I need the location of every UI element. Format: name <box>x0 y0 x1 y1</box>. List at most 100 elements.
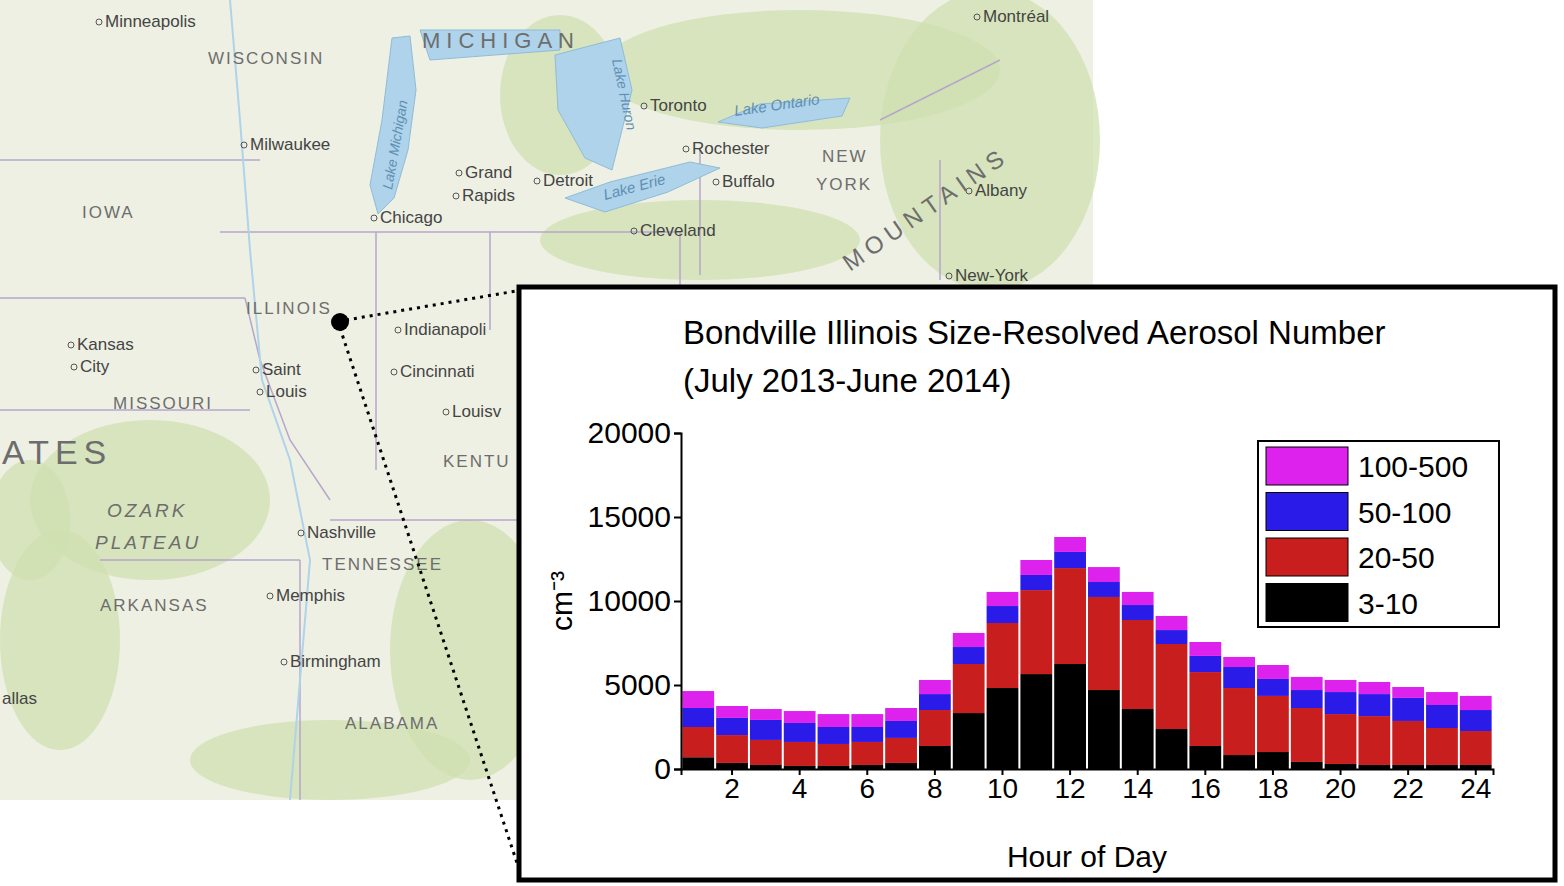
bar <box>851 714 883 727</box>
map-city-marker <box>68 342 74 348</box>
map-border <box>376 232 490 330</box>
bar <box>716 735 748 763</box>
bar <box>1054 664 1086 769</box>
legend-frame <box>1258 441 1499 627</box>
bar <box>1291 690 1323 708</box>
map-city-marker <box>395 327 401 333</box>
bar <box>1189 642 1221 656</box>
inset-frame <box>519 287 1555 880</box>
map-city-marker <box>453 193 459 199</box>
bar <box>1223 688 1255 755</box>
bar <box>1460 765 1492 769</box>
bar <box>987 623 1019 688</box>
legend-label: 100-500 <box>1358 450 1468 483</box>
y-tick: 5000 <box>604 668 681 701</box>
map-label: KENTU <box>443 452 511 471</box>
map-label: WISCONSIN <box>208 49 324 68</box>
bar <box>851 765 883 769</box>
y-tick: 15000 <box>588 500 681 533</box>
site-marker <box>331 313 349 331</box>
bar <box>953 633 985 647</box>
y-tick-mark <box>674 601 681 603</box>
bar <box>1223 667 1255 688</box>
bar <box>750 765 782 769</box>
bar <box>885 763 917 769</box>
map-city-marker <box>713 179 719 185</box>
bar <box>953 664 985 713</box>
y-tick: 20000 <box>588 416 681 449</box>
map-border <box>220 231 376 233</box>
bar <box>1325 680 1357 692</box>
bar <box>1122 592 1154 605</box>
bar <box>784 723 816 742</box>
x-tick-label: 16 <box>1190 773 1221 804</box>
map-label: Rochester <box>692 139 770 158</box>
bar-series <box>682 568 1491 766</box>
legend-label: 50-100 <box>1358 496 1451 529</box>
bar <box>1358 716 1390 765</box>
bar <box>1257 665 1289 679</box>
bar <box>750 740 782 765</box>
bar-series <box>682 537 1491 727</box>
map-label: IOWA <box>82 203 135 222</box>
map-vegetation <box>880 0 1100 290</box>
bar <box>851 727 883 742</box>
bar <box>1426 728 1458 765</box>
map-lake <box>370 36 416 214</box>
bar <box>919 710 951 746</box>
x-tick: 2 <box>724 769 740 804</box>
map-label: Cincinnati <box>400 362 475 381</box>
map-label: YORK <box>816 175 872 194</box>
bar <box>1325 764 1357 769</box>
map-river <box>230 0 310 800</box>
bar <box>1392 721 1424 765</box>
bar <box>1291 762 1323 769</box>
map-label: Minneapolis <box>105 12 196 31</box>
bar <box>1054 552 1086 568</box>
x-tick: 22 <box>1393 769 1424 804</box>
map-city-marker <box>641 103 647 109</box>
bar <box>1460 696 1492 710</box>
x-tick: 12 <box>1055 769 1086 804</box>
map-border <box>0 159 260 161</box>
bar <box>1325 692 1357 714</box>
y-tick-mark <box>674 685 681 687</box>
legend-swatch <box>1266 584 1348 622</box>
bar <box>784 742 816 766</box>
bar <box>1223 755 1255 769</box>
bar <box>1122 605 1154 620</box>
map-border <box>939 160 941 280</box>
bar <box>682 691 714 708</box>
map-label: Birmingham <box>290 652 381 671</box>
leader-line <box>340 328 520 872</box>
bar <box>1426 705 1458 728</box>
bar <box>716 718 748 735</box>
bar <box>1223 657 1255 667</box>
y-tick-label: 0 <box>654 752 671 785</box>
map-label: Grand <box>465 163 512 182</box>
bar <box>1088 690 1120 769</box>
leader-line <box>346 290 522 320</box>
map-label: Indianapoli <box>404 320 486 339</box>
legend-label: 20-50 <box>1358 541 1435 574</box>
bar <box>987 688 1019 769</box>
x-tick: 18 <box>1257 769 1288 804</box>
bar <box>1257 752 1289 769</box>
chart-title: Bondville Illinois Size-Resolved Aerosol… <box>683 314 1386 399</box>
x-tick: 8 <box>927 769 943 804</box>
map-label: ATES <box>2 433 112 471</box>
map-city-marker <box>974 14 980 20</box>
bar <box>1460 710 1492 731</box>
map-city-marker <box>241 142 247 148</box>
legend-swatch <box>1266 493 1348 531</box>
bar <box>1189 746 1221 769</box>
bar <box>953 713 985 769</box>
y-tick-mark <box>674 769 681 771</box>
bar <box>716 706 748 718</box>
x-tick-label: 20 <box>1325 773 1356 804</box>
map-label: Detroit <box>543 171 593 190</box>
x-tick: 10 <box>987 769 1018 804</box>
map-city-marker <box>253 367 259 373</box>
y-tick-label: 10000 <box>588 584 671 617</box>
map-city-marker <box>534 178 540 184</box>
